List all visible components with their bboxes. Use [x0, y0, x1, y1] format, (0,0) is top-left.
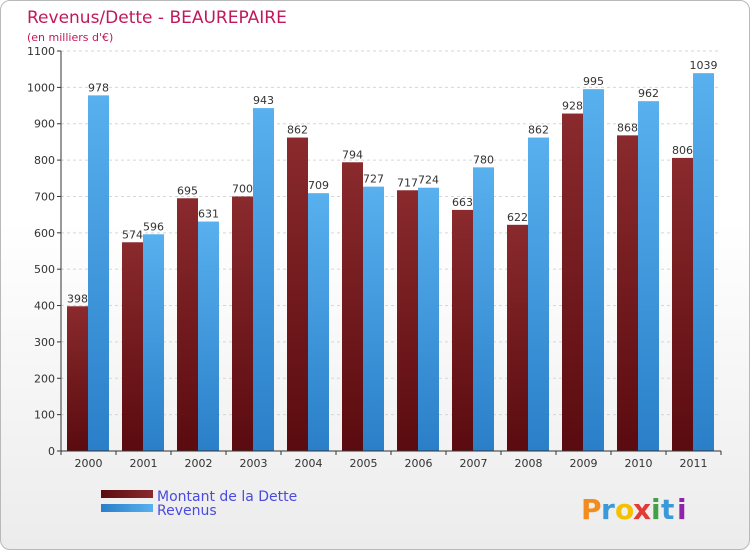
y-axis-ticks: 0 100 200 300 400 500 600 700 800 900 1000 1100: [27, 45, 61, 458]
x-tick-label: 2000: [75, 457, 103, 470]
x-axis-ticks: 2000 2001 2002 2003 2004 2005 2006 2007 2008 2009…: [60, 451, 722, 470]
x-tick-label: 2010: [625, 457, 653, 470]
gridlines: [61, 50, 721, 452]
y-tick-label: 0: [48, 445, 55, 458]
y-tick-label: 500: [34, 263, 55, 276]
legend-swatch-debt: [101, 490, 153, 498]
logo-letter: t: [661, 493, 674, 526]
legend-label-debt: Montant de la Dette: [157, 489, 297, 505]
y-tick-label: 200: [34, 372, 55, 385]
y-tick-label: 300: [34, 336, 55, 349]
x-tick-label: 2009: [570, 457, 598, 470]
data-label: 596: [143, 220, 164, 233]
data-label: 862: [528, 124, 549, 137]
bar: [397, 190, 418, 452]
axes: [60, 51, 721, 452]
data-label: 717: [397, 176, 418, 189]
y-tick-label: 400: [34, 300, 55, 313]
legend-label-revenus: Revenus: [157, 503, 217, 519]
x-tick-label: 2008: [515, 457, 543, 470]
logo-letter: r: [601, 493, 615, 526]
logo-letter: i: [651, 493, 661, 526]
bar: [562, 113, 583, 451]
data-label: 663: [452, 196, 473, 209]
data-label: 862: [287, 124, 308, 137]
bar: [287, 137, 308, 451]
bar: [253, 108, 274, 451]
legend: Montant de la Dette Revenus: [101, 489, 297, 519]
data-label: 709: [308, 179, 329, 192]
bar: [342, 162, 363, 452]
y-tick-label: 600: [34, 227, 55, 240]
data-label: 727: [363, 173, 384, 186]
x-tick-label: 2001: [130, 457, 158, 470]
x-tick-label: 2011: [680, 457, 708, 470]
bar: [638, 101, 659, 451]
x-tick-label: 2003: [240, 457, 268, 470]
x-tick-label: 2007: [460, 457, 488, 470]
data-label: 962: [638, 87, 659, 100]
data-label: 622: [507, 211, 528, 224]
data-label: 695: [177, 184, 198, 197]
bar: [88, 95, 109, 451]
chart-title: Revenus/Dette - BEAUREPAIRE: [27, 8, 287, 28]
bar: [232, 196, 253, 451]
legend-swatch-revenus: [101, 504, 153, 512]
data-label: 978: [88, 81, 109, 94]
data-label: 631: [198, 208, 219, 221]
data-label: 943: [253, 94, 274, 107]
bar: [473, 167, 494, 451]
data-label: 574: [122, 228, 143, 241]
y-tick-label: 1000: [27, 81, 55, 94]
x-tick-label: 2006: [405, 457, 433, 470]
data-label: 794: [342, 148, 363, 161]
data-label: 724: [418, 174, 439, 187]
data-label: 700: [232, 182, 253, 195]
data-label: 1039: [690, 59, 718, 72]
y-tick-label: 1100: [27, 45, 55, 58]
bar: [452, 209, 473, 451]
bar: [308, 193, 329, 451]
y-tick-label: 900: [34, 118, 55, 131]
bars: [67, 73, 714, 452]
data-label: 398: [67, 292, 88, 305]
proxiti-logo: P r o x i t i: [581, 493, 687, 526]
bar: [177, 198, 198, 451]
bar: [528, 137, 549, 451]
data-label: 806: [672, 144, 693, 157]
bar: [617, 135, 638, 451]
bar: [122, 242, 143, 451]
bar: [693, 73, 714, 451]
bar: [418, 187, 439, 451]
data-label: 780: [473, 153, 494, 166]
x-tick-label: 2002: [185, 457, 213, 470]
logo-letter: i: [677, 493, 687, 526]
bar: [67, 306, 88, 451]
y-tick-label: 100: [34, 409, 55, 422]
bar: [363, 186, 384, 452]
y-tick-label: 700: [34, 190, 55, 203]
data-label: 868: [617, 121, 638, 134]
bar: [143, 234, 164, 451]
logo-letter: P: [581, 493, 602, 526]
x-tick-label: 2004: [295, 457, 323, 470]
x-tick-label: 2005: [350, 457, 378, 470]
bar: [583, 89, 604, 451]
logo-letter: o: [615, 493, 634, 526]
bar: [672, 157, 693, 451]
y-tick-label: 800: [34, 154, 55, 167]
bar: [198, 221, 219, 451]
data-label: 928: [562, 100, 583, 113]
bar: [507, 224, 528, 451]
chart-subtitle: (en milliers d'€): [27, 31, 113, 44]
logo-letter: x: [633, 493, 651, 526]
data-label: 995: [583, 75, 604, 88]
